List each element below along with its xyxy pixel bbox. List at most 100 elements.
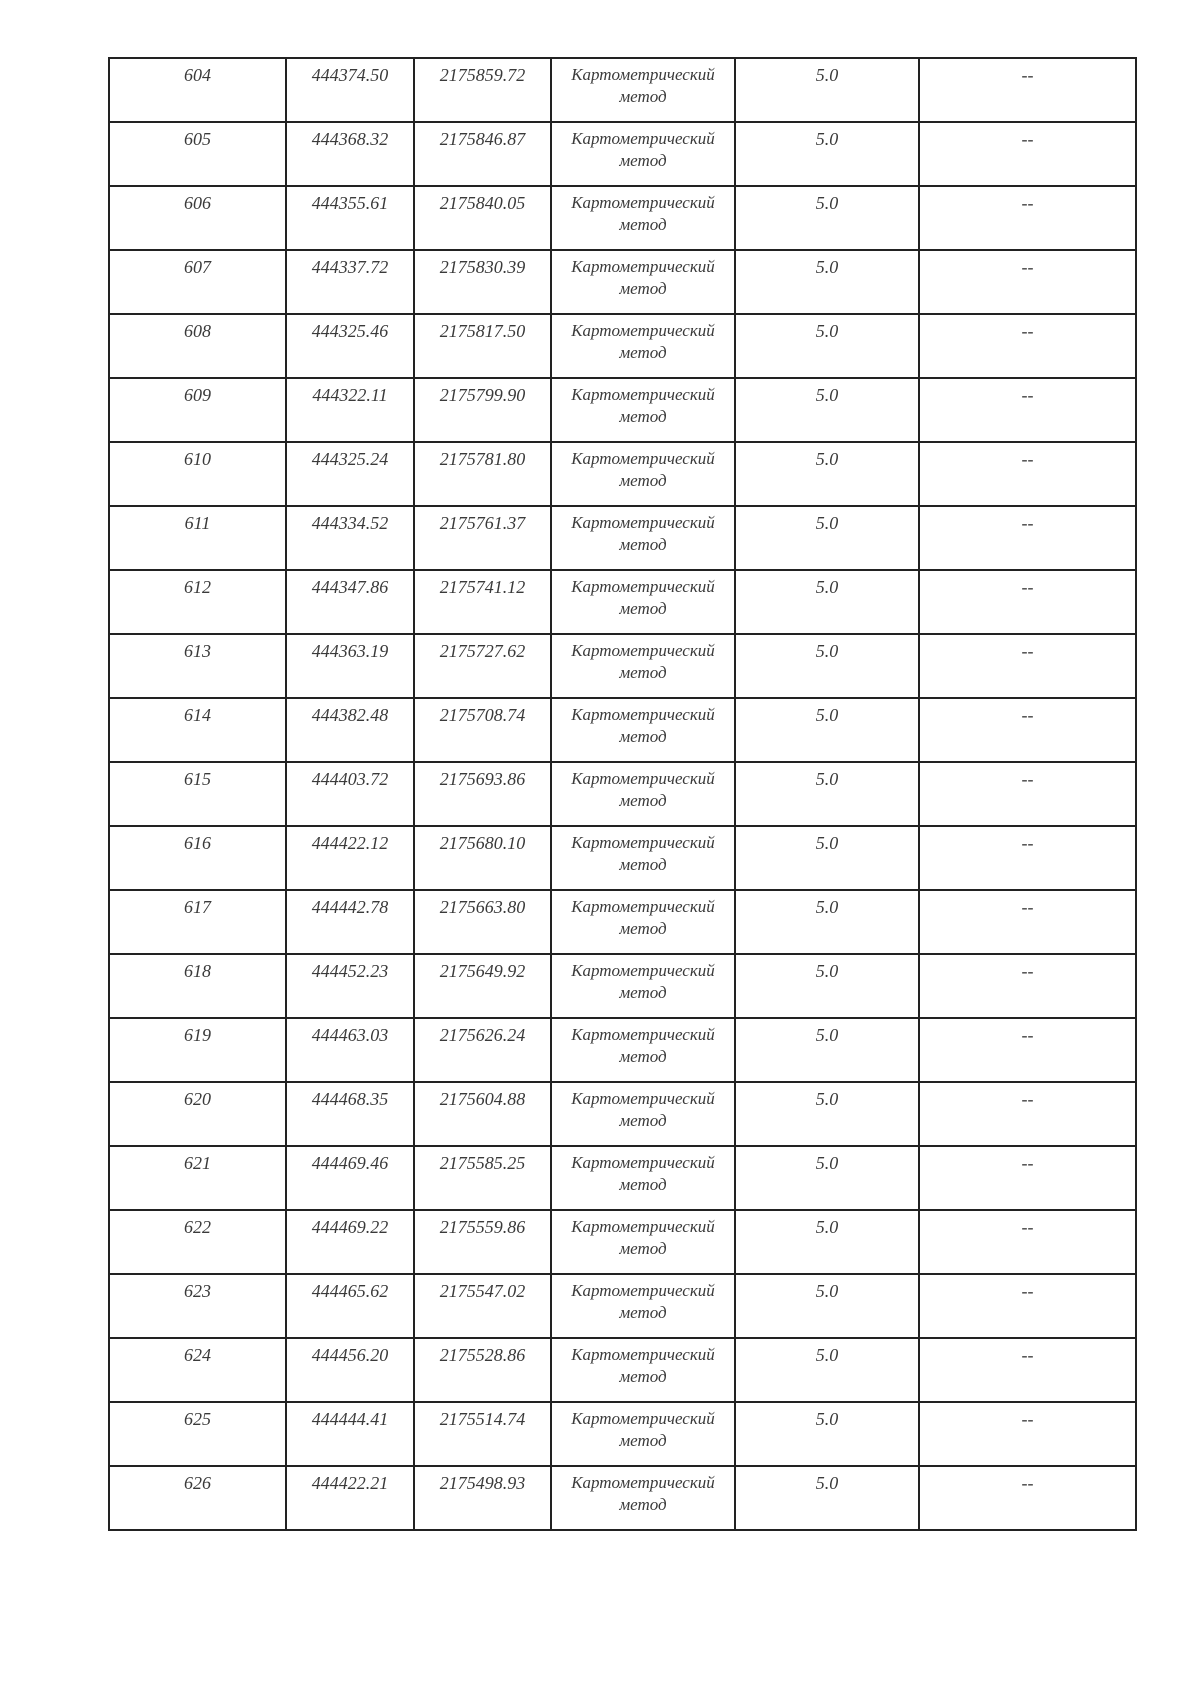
method-cell: Картометрический метод xyxy=(550,1017,736,1083)
method-cell: Картометрический метод xyxy=(550,377,736,443)
y-coordinate-cell: 2175585.25 xyxy=(413,1145,552,1211)
note-cell: -- xyxy=(918,761,1137,827)
note-cell: -- xyxy=(918,1465,1137,1531)
y-coordinate-cell: 2175604.88 xyxy=(413,1081,552,1147)
accuracy-cell: 5.0 xyxy=(734,121,920,187)
y-coordinate-cell: 2175528.86 xyxy=(413,1337,552,1403)
table-row: 626 444422.21 2175498.93 Картометрический м… xyxy=(108,1465,1137,1531)
y-coordinate-cell: 2175846.87 xyxy=(413,121,552,187)
point-number-cell: 604 xyxy=(108,57,287,123)
y-coordinate-cell: 2175840.05 xyxy=(413,185,552,251)
note-cell: -- xyxy=(918,1209,1137,1275)
note-cell: -- xyxy=(918,57,1137,123)
y-coordinate-cell: 2175830.39 xyxy=(413,249,552,315)
method-cell: Картометрический метод xyxy=(550,1081,736,1147)
method-cell: Картометрический метод xyxy=(550,185,736,251)
x-coordinate-cell: 444325.24 xyxy=(285,441,415,507)
point-number-cell: 623 xyxy=(108,1273,287,1339)
note-cell: -- xyxy=(918,1273,1137,1339)
table-row: 615 444403.72 2175693.86 Картометрический м… xyxy=(108,761,1137,827)
x-coordinate-cell: 444469.22 xyxy=(285,1209,415,1275)
accuracy-cell: 5.0 xyxy=(734,1081,920,1147)
accuracy-cell: 5.0 xyxy=(734,1401,920,1467)
x-coordinate-cell: 444422.21 xyxy=(285,1465,415,1531)
point-number-cell: 616 xyxy=(108,825,287,891)
y-coordinate-cell: 2175498.93 xyxy=(413,1465,552,1531)
x-coordinate-cell: 444322.11 xyxy=(285,377,415,443)
accuracy-cell: 5.0 xyxy=(734,761,920,827)
method-cell: Картометрический метод xyxy=(550,1401,736,1467)
y-coordinate-cell: 2175693.86 xyxy=(413,761,552,827)
accuracy-cell: 5.0 xyxy=(734,1145,920,1211)
table-row: 613 444363.19 2175727.62 Картометрический м… xyxy=(108,633,1137,699)
x-coordinate-cell: 444337.72 xyxy=(285,249,415,315)
method-cell: Картометрический метод xyxy=(550,697,736,763)
table-row: 605 444368.32 2175846.87 Картометрический м… xyxy=(108,121,1137,187)
x-coordinate-cell: 444456.20 xyxy=(285,1337,415,1403)
method-cell: Картометрический метод xyxy=(550,825,736,891)
note-cell: -- xyxy=(918,825,1137,891)
point-number-cell: 611 xyxy=(108,505,287,571)
point-number-cell: 608 xyxy=(108,313,287,379)
accuracy-cell: 5.0 xyxy=(734,633,920,699)
method-cell: Картометрический метод xyxy=(550,249,736,315)
x-coordinate-cell: 444465.62 xyxy=(285,1273,415,1339)
accuracy-cell: 5.0 xyxy=(734,953,920,1019)
y-coordinate-cell: 2175799.90 xyxy=(413,377,552,443)
accuracy-cell: 5.0 xyxy=(734,505,920,571)
accuracy-cell: 5.0 xyxy=(734,1337,920,1403)
method-cell: Картометрический метод xyxy=(550,1273,736,1339)
table-row: 604 444374.50 2175859.72 Картометрический м… xyxy=(108,57,1137,123)
point-number-cell: 621 xyxy=(108,1145,287,1211)
table-row: 616 444422.12 2175680.10 Картометрический м… xyxy=(108,825,1137,891)
point-number-cell: 625 xyxy=(108,1401,287,1467)
accuracy-cell: 5.0 xyxy=(734,1209,920,1275)
note-cell: -- xyxy=(918,505,1137,571)
method-cell: Картометрический метод xyxy=(550,441,736,507)
note-cell: -- xyxy=(918,633,1137,699)
accuracy-cell: 5.0 xyxy=(734,825,920,891)
method-cell: Картометрический метод xyxy=(550,505,736,571)
x-coordinate-cell: 444325.46 xyxy=(285,313,415,379)
note-cell: -- xyxy=(918,1337,1137,1403)
x-coordinate-cell: 444444.41 xyxy=(285,1401,415,1467)
x-coordinate-cell: 444374.50 xyxy=(285,57,415,123)
x-coordinate-cell: 444347.86 xyxy=(285,569,415,635)
point-number-cell: 607 xyxy=(108,249,287,315)
point-number-cell: 619 xyxy=(108,1017,287,1083)
table-row: 625 444444.41 2175514.74 Картометрический м… xyxy=(108,1401,1137,1467)
point-number-cell: 609 xyxy=(108,377,287,443)
y-coordinate-cell: 2175741.12 xyxy=(413,569,552,635)
note-cell: -- xyxy=(918,121,1137,187)
point-number-cell: 610 xyxy=(108,441,287,507)
point-number-cell: 626 xyxy=(108,1465,287,1531)
accuracy-cell: 5.0 xyxy=(734,1465,920,1531)
method-cell: Картометрический метод xyxy=(550,953,736,1019)
point-number-cell: 618 xyxy=(108,953,287,1019)
coordinates-table: 604 444374.50 2175859.72 Картометрический м… xyxy=(108,57,1137,1531)
point-number-cell: 615 xyxy=(108,761,287,827)
accuracy-cell: 5.0 xyxy=(734,1017,920,1083)
note-cell: -- xyxy=(918,1081,1137,1147)
table-row: 618 444452.23 2175649.92 Картометрический м… xyxy=(108,953,1137,1019)
point-number-cell: 622 xyxy=(108,1209,287,1275)
table-row: 608 444325.46 2175817.50 Картометрический м… xyxy=(108,313,1137,379)
note-cell: -- xyxy=(918,377,1137,443)
y-coordinate-cell: 2175547.02 xyxy=(413,1273,552,1339)
method-cell: Картометрический метод xyxy=(550,761,736,827)
accuracy-cell: 5.0 xyxy=(734,57,920,123)
accuracy-cell: 5.0 xyxy=(734,249,920,315)
note-cell: -- xyxy=(918,889,1137,955)
x-coordinate-cell: 444382.48 xyxy=(285,697,415,763)
y-coordinate-cell: 2175680.10 xyxy=(413,825,552,891)
method-cell: Картометрический метод xyxy=(550,57,736,123)
y-coordinate-cell: 2175781.80 xyxy=(413,441,552,507)
y-coordinate-cell: 2175626.24 xyxy=(413,1017,552,1083)
table-row: 623 444465.62 2175547.02 Картометрический м… xyxy=(108,1273,1137,1339)
y-coordinate-cell: 2175727.62 xyxy=(413,633,552,699)
x-coordinate-cell: 444463.03 xyxy=(285,1017,415,1083)
point-number-cell: 612 xyxy=(108,569,287,635)
note-cell: -- xyxy=(918,1145,1137,1211)
method-cell: Картометрический метод xyxy=(550,1145,736,1211)
point-number-cell: 613 xyxy=(108,633,287,699)
